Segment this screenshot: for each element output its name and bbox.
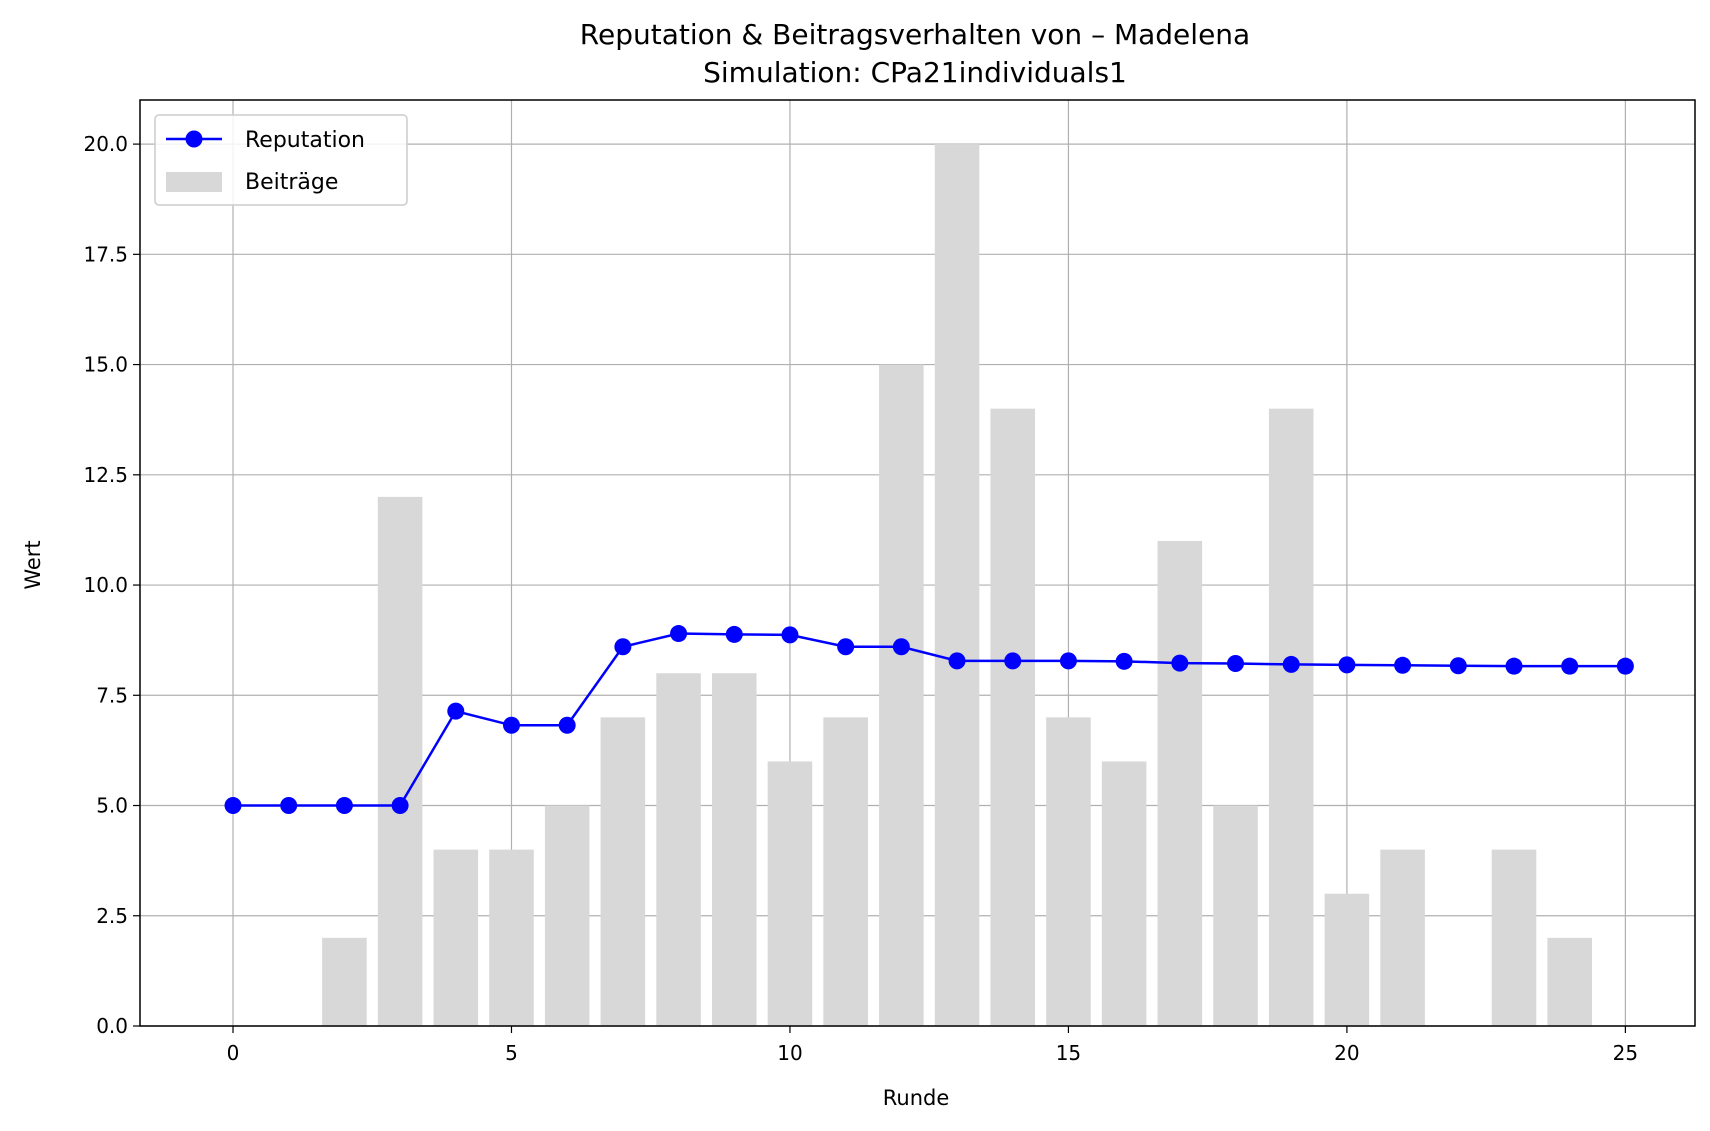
reputation-point [224, 797, 242, 815]
reputation-point [725, 625, 743, 643]
bar-beitraege [1547, 937, 1592, 1026]
x-tick-label: 5 [505, 1041, 518, 1065]
bar-beitraege [711, 673, 757, 1026]
reputation-point [892, 638, 910, 656]
bar-beitraege [767, 761, 813, 1026]
bar-beitraege [1157, 540, 1203, 1026]
y-tick-label: 5.0 [96, 794, 128, 818]
y-tick-label: 12.5 [83, 463, 128, 487]
legend: Reputation Beiträge [154, 114, 408, 206]
reputation-point [502, 716, 520, 734]
reputation-point [670, 625, 688, 643]
bar-beitraege [1101, 761, 1147, 1026]
bar-beitraege [1213, 805, 1258, 1026]
reputation-point [1004, 652, 1022, 670]
bar-beitraege [656, 673, 701, 1026]
plot-frame [139, 99, 1696, 1027]
bar-beitraege [1380, 849, 1425, 1026]
x-tick-label: 20 [1334, 1041, 1359, 1065]
reputation-point [1227, 655, 1245, 673]
reputation-point [280, 797, 298, 815]
legend-marker-swatch [185, 130, 203, 148]
bar-beitraege [377, 496, 423, 1026]
y-tick-label: 15.0 [83, 353, 128, 377]
bar-series-beitraege [322, 144, 1592, 1027]
bar-beitraege [322, 937, 367, 1026]
reputation-point [335, 797, 353, 815]
y-tick-label: 20.0 [83, 132, 128, 156]
y-tick-label: 10.0 [83, 573, 128, 597]
x-tick-label: 0 [227, 1041, 240, 1065]
x-axis-label: Runde [883, 1086, 950, 1110]
reputation-point [614, 638, 632, 656]
x-tick-label: 10 [777, 1041, 802, 1065]
bar-beitraege [1268, 408, 1314, 1027]
chart-subtitle: Simulation: CPa21individuals1 [703, 56, 1127, 89]
reputation-point [1171, 654, 1189, 672]
y-tick-label: 17.5 [83, 242, 128, 266]
reputation-point [1282, 655, 1300, 673]
bar-beitraege [544, 805, 590, 1026]
reputation-point [948, 652, 966, 670]
bar-beitraege [1324, 893, 1370, 1026]
reputation-point [837, 638, 855, 656]
legend-label-beitraege: Beiträge [245, 170, 338, 195]
x-tick-label: 25 [1613, 1041, 1638, 1065]
bar-beitraege [489, 849, 534, 1026]
reputation-point [1115, 652, 1133, 670]
reputation-point [1616, 657, 1634, 675]
bar-beitraege [934, 144, 980, 1027]
line-series-reputation [224, 625, 1634, 815]
bar-beitraege [823, 717, 868, 1026]
reputation-point [1505, 657, 1523, 675]
legend-bar-swatch [166, 172, 222, 192]
reputation-point [1338, 656, 1356, 674]
reputation-line [233, 632, 1626, 807]
reputation-point [781, 626, 799, 644]
reputation-point [1059, 652, 1077, 670]
bar-beitraege [990, 408, 1036, 1027]
legend-label-reputation: Reputation [245, 128, 365, 153]
reputation-point [1561, 657, 1579, 675]
reputation-point [1449, 657, 1467, 675]
chart-title: Reputation & Beitragsverhalten von – Mad… [580, 18, 1250, 51]
y-tick-label: 0.0 [96, 1014, 128, 1038]
reputation-point [558, 716, 576, 734]
bar-beitraege [1046, 717, 1091, 1026]
y-tick-label: 2.5 [96, 904, 128, 928]
axis-ticks: 0 5 10 15 20 25 0.0 2.5 5.0 7.5 10.0 12.5 15.0 17.5 20… [83, 132, 1638, 1065]
reputation-point [1394, 656, 1412, 674]
x-tick-label: 15 [1056, 1041, 1081, 1065]
bar-beitraege [600, 717, 646, 1026]
reputation-point [447, 702, 465, 720]
bar-beitraege [1491, 849, 1537, 1026]
y-axis-label: Wert [21, 540, 45, 589]
bar-beitraege [879, 364, 924, 1027]
reputation-point [391, 797, 409, 815]
bar-beitraege [433, 849, 479, 1026]
y-tick-label: 7.5 [96, 683, 128, 707]
